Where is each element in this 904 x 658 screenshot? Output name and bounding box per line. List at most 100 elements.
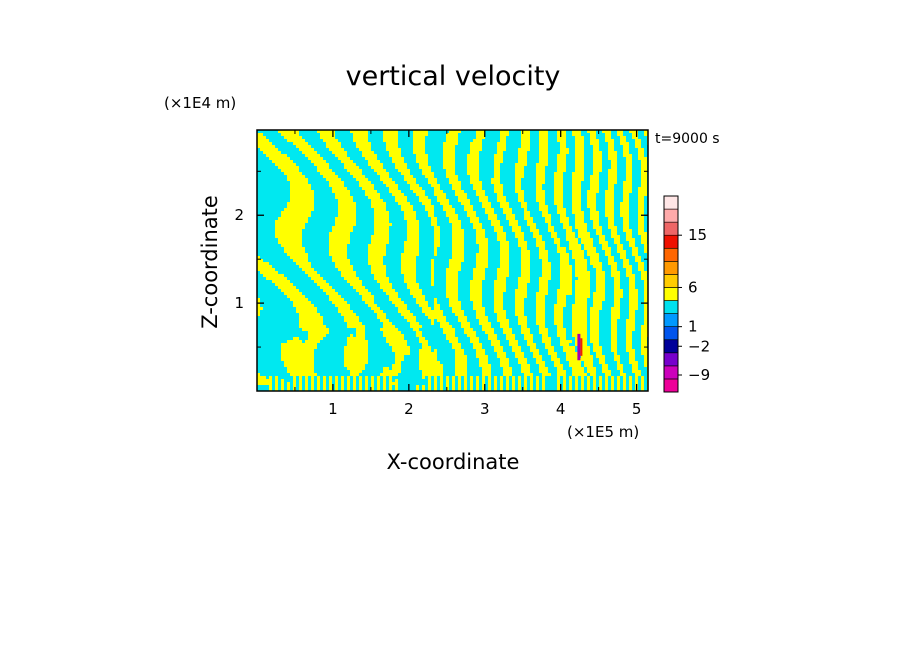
updraft-cell: [524, 373, 533, 376]
updraft-cell: [446, 337, 458, 340]
updraft-cell: [629, 382, 632, 385]
updraft-cell: [617, 364, 623, 367]
updraft-cell: [638, 223, 644, 226]
updraft-cell: [434, 307, 440, 310]
updraft-cell: [275, 385, 278, 388]
updraft-cell: [641, 382, 644, 385]
updraft-cell: [458, 316, 467, 319]
updraft-cell: [578, 229, 587, 232]
updraft-cell: [575, 148, 584, 151]
updraft-cell: [641, 172, 647, 175]
updraft-cell: [401, 265, 416, 268]
updraft-cell: [434, 235, 440, 238]
updraft-cell: [416, 298, 425, 301]
updraft-cell: [446, 133, 458, 136]
colorbar-level: [663, 378, 679, 393]
updraft-cell: [590, 319, 599, 322]
updraft-cell: [521, 247, 527, 250]
updraft-cell: [554, 190, 563, 193]
updraft-cell: [611, 229, 617, 232]
updraft-cell: [524, 379, 527, 382]
updraft-cell: [539, 142, 548, 145]
updraft-cell: [401, 253, 419, 256]
updraft-cell: [494, 172, 500, 175]
updraft-cell: [275, 223, 305, 226]
updraft-cell: [593, 376, 596, 379]
updraft-cell: [557, 325, 563, 328]
updraft-cell: [521, 130, 530, 133]
colorbar-level: [663, 208, 679, 223]
updraft-cell: [575, 286, 590, 289]
updraft-cell: [581, 376, 584, 379]
updraft-cell: [488, 337, 497, 340]
updraft-cell: [614, 238, 620, 241]
updraft-cell: [542, 373, 551, 376]
updraft-cell: [563, 346, 575, 349]
updraft-cell: [554, 199, 563, 202]
updraft-cell: [575, 226, 587, 229]
updraft-cell: [407, 319, 416, 322]
updraft-cell: [494, 175, 500, 178]
updraft-cell: [596, 277, 605, 280]
updraft-cell: [341, 388, 344, 391]
updraft-cell: [299, 313, 320, 316]
updraft-cell: [347, 379, 350, 382]
updraft-cell: [299, 376, 302, 379]
updraft-cell: [554, 313, 563, 316]
updraft-cell: [293, 382, 296, 385]
updraft-cell: [548, 352, 557, 355]
updraft-cell: [542, 265, 551, 268]
updraft-cell: [419, 364, 443, 367]
updraft-cell: [554, 196, 563, 199]
updraft-cell: [281, 349, 314, 352]
updraft-cell: [455, 313, 464, 316]
updraft-cell: [587, 370, 596, 373]
updraft-cell: [593, 346, 602, 349]
updraft-cell: [443, 157, 455, 160]
updraft-cell: [539, 130, 548, 133]
updraft-cell: [506, 337, 515, 340]
updraft-cell: [458, 385, 461, 388]
updraft-cell: [488, 217, 497, 220]
updraft-cell: [623, 226, 629, 229]
updraft-cell: [539, 205, 548, 208]
updraft-cell: [593, 151, 602, 154]
updraft-cell: [623, 196, 629, 199]
updraft-cell: [494, 346, 503, 349]
updraft-cell: [344, 319, 359, 322]
updraft-cell: [305, 385, 308, 388]
updraft-cell: [452, 247, 464, 250]
updraft-cell: [320, 133, 335, 136]
updraft-cell: [536, 385, 539, 388]
updraft-cell: [641, 277, 647, 280]
updraft-cell: [632, 250, 638, 253]
updraft-cell: [539, 250, 548, 253]
updraft-cell: [404, 241, 419, 244]
updraft-cell: [617, 130, 623, 133]
updraft-cell: [575, 163, 584, 166]
updraft-cell: [494, 190, 503, 193]
updraft-cell: [551, 235, 557, 238]
updraft-cell: [545, 220, 551, 223]
updraft-cell: [539, 331, 548, 334]
updraft-cell: [431, 274, 434, 277]
updraft-cell: [530, 376, 533, 379]
updraft-cell: [419, 304, 428, 307]
updraft-cell: [446, 286, 458, 289]
updraft-cell: [572, 193, 581, 196]
updraft-cell: [593, 163, 602, 166]
updraft-cell: [314, 280, 326, 283]
updraft-cell: [392, 193, 404, 196]
updraft-cell: [587, 250, 596, 253]
updraft-cell: [512, 346, 521, 349]
updraft-cell: [518, 157, 527, 160]
updraft-cell: [491, 223, 500, 226]
updraft-cell: [536, 166, 545, 169]
updraft-cell: [494, 310, 506, 313]
updraft-cell: [641, 334, 648, 337]
updraft-cell: [422, 307, 431, 310]
updraft-cell: [575, 223, 587, 226]
updraft-cell: [383, 289, 395, 292]
updraft-cell: [428, 376, 431, 379]
updraft-cell: [542, 388, 545, 391]
